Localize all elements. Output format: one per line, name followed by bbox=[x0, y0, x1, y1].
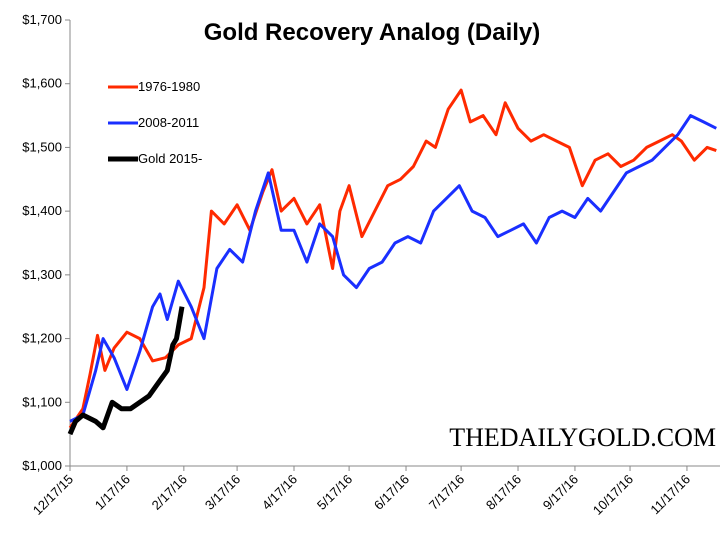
y-tick-label: $1,300 bbox=[22, 267, 62, 282]
y-tick-label: $1,100 bbox=[22, 394, 62, 409]
legend-label: 1976-1980 bbox=[138, 79, 200, 94]
y-tick-label: $1,700 bbox=[22, 12, 62, 27]
x-tick-label: 9/17/16 bbox=[540, 472, 581, 513]
x-tick-label: 7/17/16 bbox=[426, 472, 467, 513]
x-tick-label: 4/17/16 bbox=[259, 472, 300, 513]
x-tick-label: 8/17/16 bbox=[483, 472, 524, 513]
series-line bbox=[67, 306, 185, 436]
y-tick-label: $1,000 bbox=[22, 458, 62, 473]
x-tick-label: 2/17/16 bbox=[149, 472, 190, 513]
legend-label: Gold 2015- bbox=[138, 151, 202, 166]
x-tick-label: 12/17/15 bbox=[30, 472, 76, 518]
x-tick-label: 3/17/16 bbox=[202, 472, 243, 513]
series-line bbox=[69, 114, 717, 423]
series-line bbox=[68, 88, 717, 429]
x-tick-label: 1/17/16 bbox=[92, 472, 133, 513]
y-tick-label: $1,500 bbox=[22, 139, 62, 154]
y-tick-label: $1,400 bbox=[22, 203, 62, 218]
x-tick-label: 6/17/16 bbox=[371, 472, 412, 513]
y-tick-label: $1,600 bbox=[22, 76, 62, 91]
x-tick-label: 11/17/16 bbox=[647, 472, 693, 518]
legend-label: 2008-2011 bbox=[138, 115, 199, 130]
y-tick-label: $1,200 bbox=[22, 331, 62, 346]
watermark: THEDAILYGOLD.COM bbox=[449, 423, 716, 452]
chart-title: Gold Recovery Analog (Daily) bbox=[204, 19, 541, 46]
x-tick-label: 10/17/16 bbox=[590, 472, 636, 518]
x-tick-label: 5/17/16 bbox=[314, 472, 355, 513]
